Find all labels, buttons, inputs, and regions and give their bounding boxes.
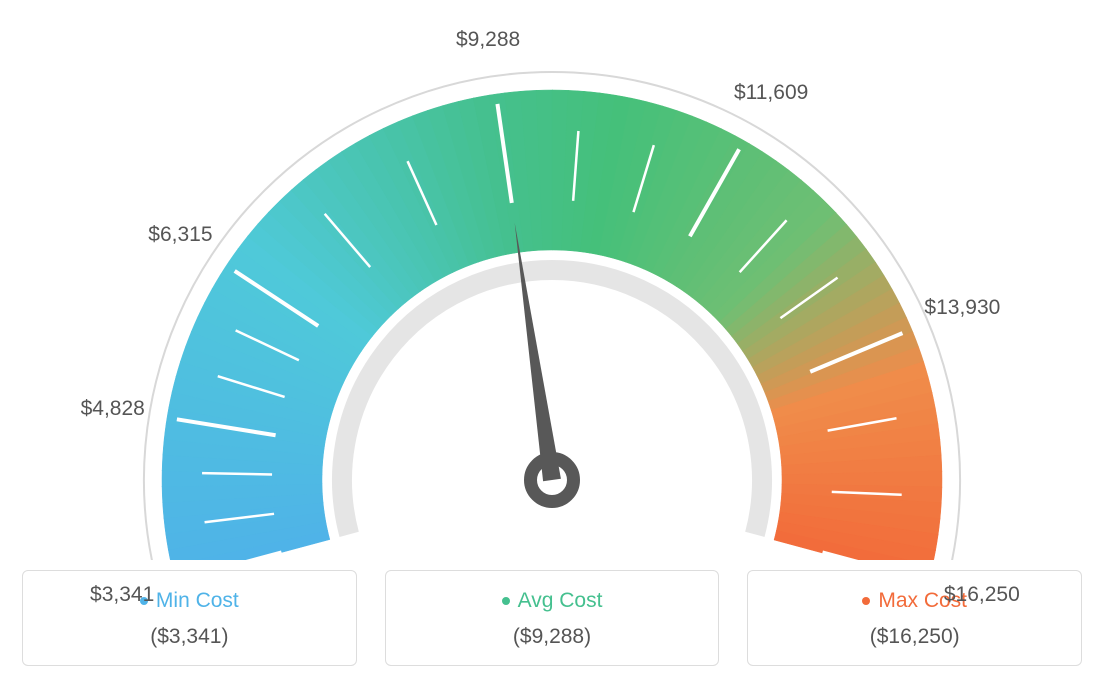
legend-row: Min Cost ($3,341) Avg Cost ($9,288) Max … xyxy=(22,570,1082,666)
gauge-tick-label: $4,828 xyxy=(81,397,145,421)
gauge-tick-label: $13,930 xyxy=(924,296,1000,320)
legend-title-text: Min Cost xyxy=(156,589,239,613)
gauge-color-arc xyxy=(162,90,942,560)
dot-icon xyxy=(502,597,510,605)
legend-title-min: Min Cost xyxy=(140,589,239,613)
legend-card-avg: Avg Cost ($9,288) xyxy=(385,570,720,666)
gauge-inner-ring xyxy=(342,270,762,534)
legend-value-avg: ($9,288) xyxy=(396,625,709,649)
legend-value-max: ($16,250) xyxy=(758,625,1071,649)
legend-card-max: Max Cost ($16,250) xyxy=(747,570,1082,666)
gauge-tick-label: $3,341 xyxy=(90,583,154,607)
gauge-tick-label: $9,288 xyxy=(456,28,520,52)
legend-title-text: Avg Cost xyxy=(518,589,603,613)
gauge-tick-label: $16,250 xyxy=(944,583,1020,607)
gauge-tick-label: $11,609 xyxy=(734,81,808,105)
legend-value-min: ($3,341) xyxy=(33,625,346,649)
dot-icon xyxy=(862,597,870,605)
legend-title-avg: Avg Cost xyxy=(502,589,603,613)
gauge-svg xyxy=(22,20,1082,560)
legend-card-min: Min Cost ($3,341) xyxy=(22,570,357,666)
cost-gauge: $3,341$4,828$6,315$9,288$11,609$13,930$1… xyxy=(22,20,1082,560)
gauge-tick-label: $6,315 xyxy=(148,223,212,247)
